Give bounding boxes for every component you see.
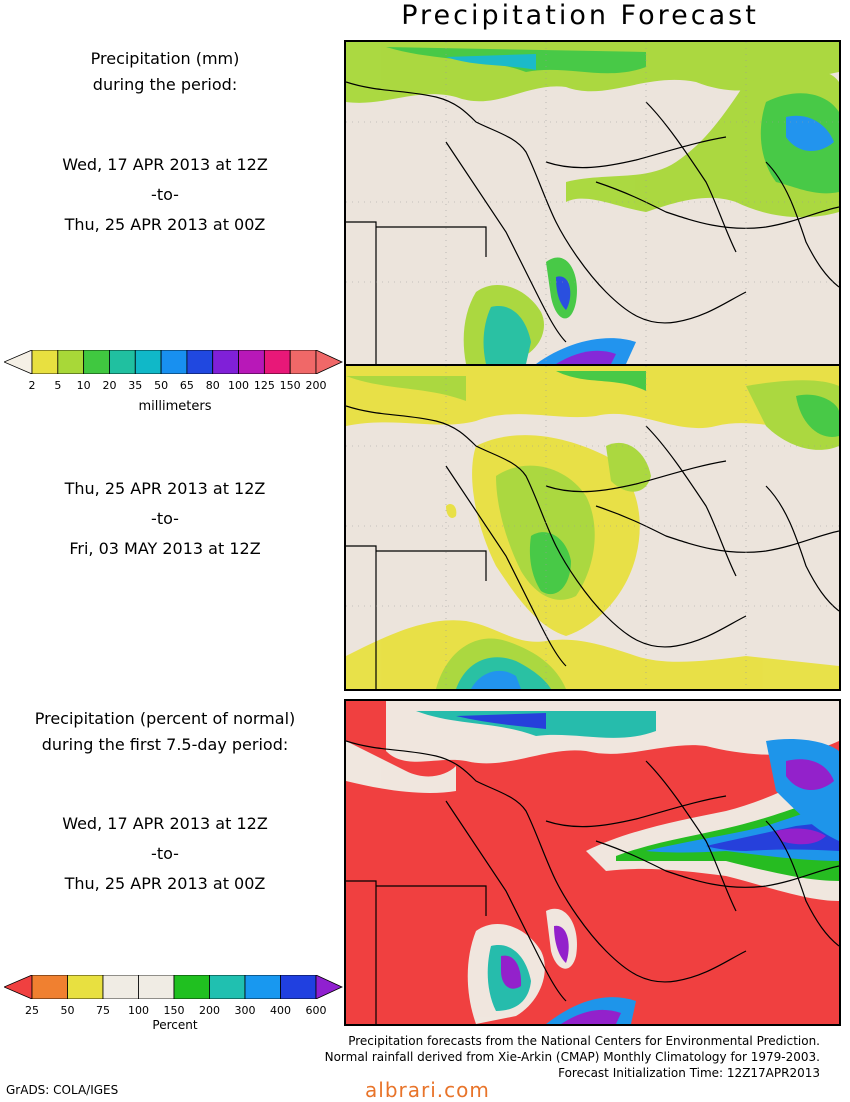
colorbar-high-arrow xyxy=(315,349,343,375)
colorbar-swatch xyxy=(134,349,162,375)
precip-areas xyxy=(346,366,839,689)
colorbar-tick-label: 150 xyxy=(279,379,301,392)
coastlines xyxy=(346,81,839,364)
colorbar-tick-label: 400 xyxy=(270,1004,291,1017)
legend-pct-colorbar xyxy=(2,974,344,1000)
precip-map-week1 xyxy=(344,40,841,366)
panel1-heading: Precipitation (mm) during the period: xyxy=(40,46,290,98)
footer-line1: Precipitation forecasts from the Nationa… xyxy=(348,1034,820,1048)
colorbar-tick-label: 100 xyxy=(228,379,250,392)
colorbar-tick-label: 65 xyxy=(179,379,194,392)
colorbar-swatch xyxy=(57,349,85,375)
colorbar-tick-label: 200 xyxy=(305,379,327,392)
panel3-heading-line2: during the first 7.5-day period: xyxy=(41,735,289,754)
colorbar-swatch xyxy=(173,974,210,1000)
colorbar-tick-label: 25 xyxy=(25,1004,39,1017)
panel2-start: Thu, 25 APR 2013 at 12Z xyxy=(64,479,266,498)
colorbar-swatch xyxy=(280,974,317,1000)
coastlines xyxy=(346,740,839,1024)
footer-line2: Normal rainfall derived from Xie-Arkin (… xyxy=(324,1050,820,1064)
precip-areas xyxy=(346,42,839,364)
colorbar-tick-label: 600 xyxy=(305,1004,327,1017)
panel3-period: Wed, 17 APR 2013 at 12Z -to- Thu, 25 APR… xyxy=(30,809,300,899)
colorbar-swatch xyxy=(102,974,139,1000)
colorbar-tick-label: 75 xyxy=(96,1004,110,1017)
colorbar-tick-label: 2 xyxy=(28,379,36,392)
panel2-to: -to- xyxy=(151,509,179,528)
colorbar-swatch xyxy=(138,974,175,1000)
colorbar-tick-label: 200 xyxy=(199,1004,220,1017)
panel1-end: Thu, 25 APR 2013 at 00Z xyxy=(64,215,266,234)
panel1-period: Wed, 17 APR 2013 at 12Z -to- Thu, 25 APR… xyxy=(30,150,300,240)
percent-normal-map xyxy=(344,699,841,1026)
colorbar-swatch xyxy=(31,974,68,1000)
colorbar-low-arrow xyxy=(2,974,33,1000)
colorbar-tick-label: 80 xyxy=(205,379,220,392)
panel3-heading: Precipitation (percent of normal) during… xyxy=(15,706,315,758)
colorbar-tick-label: 100 xyxy=(128,1004,149,1017)
footer-notes: Precipitation forecasts from the Nationa… xyxy=(325,1033,820,1081)
coastlines xyxy=(346,405,839,689)
colorbar-swatch xyxy=(31,349,59,375)
panel3-end: Thu, 25 APR 2013 at 00Z xyxy=(64,874,266,893)
colorbar-swatch xyxy=(67,974,104,1000)
colorbar-swatch xyxy=(109,349,136,375)
panel1-to: -to- xyxy=(151,185,179,204)
watermark: albrari.com xyxy=(365,1078,490,1102)
colorbar-low-arrow xyxy=(2,349,33,375)
colorbar-swatch xyxy=(244,974,281,1000)
panel2-end: Fri, 03 MAY 2013 at 12Z xyxy=(69,539,261,558)
footer-line3: Forecast Initialization Time: 12Z17APR20… xyxy=(558,1066,820,1080)
colorbar-swatch xyxy=(212,349,239,375)
percent-areas xyxy=(346,701,839,1024)
panel1-start: Wed, 17 APR 2013 at 12Z xyxy=(62,155,268,174)
colorbar-tick-label: 35 xyxy=(128,379,143,392)
legend-mm-unit: millimeters xyxy=(138,399,212,414)
colorbar-high-arrow xyxy=(315,974,343,1000)
graticule xyxy=(346,366,839,689)
colorbar-tick-label: 20 xyxy=(102,379,117,392)
colorbar-swatch xyxy=(186,349,214,375)
graticule xyxy=(346,42,839,364)
colorbar-swatch xyxy=(209,974,246,1000)
colorbar-tick-label: 150 xyxy=(163,1004,185,1017)
colorbar-swatch xyxy=(83,349,110,375)
colorbar-swatch xyxy=(289,349,317,375)
colorbar-swatch xyxy=(238,349,265,375)
panel3-to: -to- xyxy=(151,844,179,863)
legend-mm-colorbar xyxy=(2,349,344,375)
colorbar-tick-label: 50 xyxy=(154,379,169,392)
panel1-heading-line1: Precipitation (mm) xyxy=(90,49,240,68)
colorbar-swatch xyxy=(263,349,291,375)
page-title: Precipitation Forecast xyxy=(401,0,759,31)
colorbar-tick-label: 125 xyxy=(253,379,275,392)
precip-map-week2 xyxy=(344,364,841,691)
panel3-start: Wed, 17 APR 2013 at 12Z xyxy=(62,814,268,833)
colorbar-tick-label: 10 xyxy=(76,379,91,392)
legend-pct-unit: Percent xyxy=(152,1018,198,1032)
panel2-period: Thu, 25 APR 2013 at 12Z -to- Fri, 03 MAY… xyxy=(30,474,300,564)
colorbar-tick-label: 50 xyxy=(60,1004,75,1017)
colorbar-tick-label: 300 xyxy=(234,1004,256,1017)
colorbar-swatch xyxy=(160,349,188,375)
panel3-heading-line1: Precipitation (percent of normal) xyxy=(34,709,296,728)
grads-credit: GrADS: COLA/IGES xyxy=(6,1083,119,1097)
colorbar-tick-label: 5 xyxy=(54,379,62,392)
panel1-heading-line2: during the period: xyxy=(92,75,238,94)
